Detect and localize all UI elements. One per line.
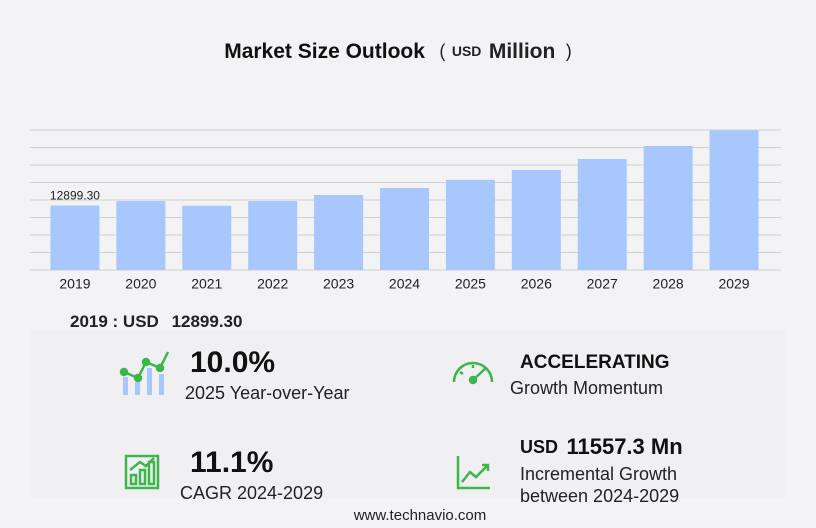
incremental-headline: USD 11557.3 Mn	[520, 434, 683, 459]
title-unit: Million	[489, 40, 556, 63]
x-tick-label: 2023	[323, 276, 354, 292]
yoy-label: 2025 Year-over-Year	[185, 383, 349, 403]
icon-yoy	[119, 351, 170, 395]
cagr-value: 11.1%	[190, 446, 273, 479]
yoy-value: 10.0%	[190, 346, 275, 379]
x-tick-label: 2022	[257, 276, 288, 292]
base-value: 12899.30	[172, 312, 243, 331]
title-paren: )	[566, 41, 572, 61]
title: Market Size Outlook	[224, 40, 425, 63]
x-tick-label: 2028	[653, 276, 684, 292]
x-tick-label: 2029	[718, 276, 749, 292]
x-tick-label: 2021	[191, 276, 222, 292]
x-tick-label: 2026	[521, 276, 552, 292]
chart-title: Market Size Outlook ( USD Million )	[224, 40, 572, 63]
data-label: 12899.30	[50, 189, 100, 203]
bar	[116, 201, 166, 270]
bar	[511, 170, 561, 270]
bar	[248, 201, 298, 270]
icon-incremental	[456, 456, 490, 490]
footer: www.technavio.com	[353, 507, 487, 524]
incremental-label: between 2024-2029	[520, 486, 679, 506]
title-currency: USD	[452, 43, 482, 59]
bar	[380, 188, 429, 270]
bar	[709, 130, 759, 270]
incremental-currency: USD	[520, 437, 558, 457]
cagr-label: CAGR 2024-2029	[180, 483, 323, 503]
x-tick-label: 2027	[587, 276, 618, 292]
x-tick-label: 2024	[389, 276, 420, 292]
momentum-value: ACCELERATING	[520, 352, 670, 373]
x-tick-label: 2019	[59, 276, 90, 292]
bar	[577, 159, 627, 270]
base-year: 2019 : USD 12899.30	[70, 312, 242, 331]
bar	[314, 195, 364, 270]
incremental-label: Incremental Growth	[520, 464, 677, 484]
base-label: 2019 : USD	[70, 312, 159, 331]
stats-panel	[30, 330, 786, 498]
incremental-value: 11557.3 Mn	[566, 434, 682, 459]
title-paren: (	[439, 41, 445, 61]
momentum-label: Growth Momentum	[510, 378, 663, 398]
bar	[182, 205, 232, 270]
bar	[50, 205, 100, 270]
bar	[643, 146, 693, 270]
x-tick-label: 2025	[455, 276, 486, 292]
x-tick-label: 2020	[125, 276, 156, 292]
bar	[445, 179, 495, 270]
icon-momentum	[452, 361, 494, 385]
icon-cagr	[124, 454, 160, 490]
